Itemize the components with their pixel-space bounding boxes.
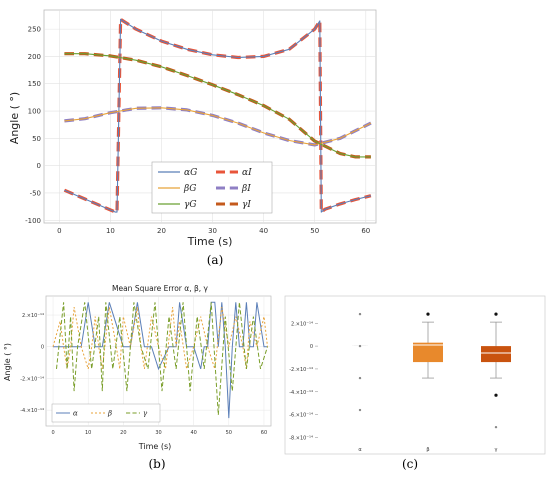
series-line-γG [64,53,371,158]
box-outlier-α [358,376,362,380]
series-line-βG [64,107,372,146]
panel-b-ytick-label: -2.×10⁻¹⁴ [20,376,44,382]
panel-b-ytick-label: 0 [41,345,44,351]
panel-c-x-ticks: α β γ [358,447,497,453]
panel-a-ytick-label: 200 [28,53,41,61]
series-line-β [52,307,268,370]
panel-b-chart: Mean Square Error α, β, γ 2.×10⁻¹⁴ 0 -2.×1… [3,284,272,471]
panel-c-y-ticks: 2.×10⁻¹⁴ 0 -2.×10⁻¹⁴ -4.×10⁻¹⁴ -6.×10⁻¹⁴ -8.×… [289,321,318,441]
panel-b-ytick-label: 2.×10⁻¹⁴ [22,313,44,319]
legend-label-γG: γG [184,200,197,210]
panel-b-xlabel: Time (s) [138,442,172,451]
panel-c-ytick-label: -6.×10⁻¹⁴ [289,413,313,419]
panel-c-chart: 2.×10⁻¹⁴ 0 -2.×10⁻¹⁴ -4.×10⁻¹⁴ -6.×10⁻¹⁴ -8.×… [284,295,546,471]
panel-a-ytick-label: 50 [32,135,41,143]
panel-b-xtick-label: 10 [85,430,91,436]
panel-c-boxes [345,312,511,429]
panel-b-ytick-label: -4.×10⁻¹⁴ [20,408,44,414]
panel-a-ytick-label: -50 [30,189,41,197]
panel-a-legend: αG αI βG βI γG γI [151,161,273,214]
panel-a-xtick-label: 60 [361,227,370,235]
box-outlier-β [426,312,430,316]
panel-a-ytick-label: 100 [28,108,41,116]
panel-b-legend: α β γ [51,403,161,423]
panel-a-x-ticks: 0 10 20 30 40 50 60 [57,227,370,235]
panel-c-frame [284,295,546,455]
panel-a-xtick-label: 30 [208,227,217,235]
panel-b-x-ticks: 0 10 20 30 40 50 60 [51,430,267,436]
panel-a-caption: (a) [207,253,224,267]
panel-a-xtick-label: 10 [106,227,115,235]
legend-label-βG: βG [183,184,196,194]
series-line-γ [56,302,268,415]
box-body-β [413,342,443,363]
box-outlier-α [358,312,362,316]
box-outlier-γ [494,393,498,397]
panel-b-title: Mean Square Error α, β, γ [112,284,209,293]
panel-b-xtick-label: 40 [190,430,196,436]
panel-b-y-ticks: 2.×10⁻¹⁴ 0 -2.×10⁻¹⁴ -4.×10⁻¹⁴ [20,313,44,414]
legend-label-γ: γ [143,410,148,418]
legend-label-α: α [73,410,78,418]
legend-label-β: β [107,410,112,418]
panel-b-xtick-label: 20 [120,430,126,436]
legend-label-γI: γI [242,200,251,210]
panel-a-ytick-label: 150 [28,80,41,88]
box-outlier-α [358,408,362,412]
panel-a-ytick-label: 0 [37,162,41,170]
panel-a-series [63,17,372,214]
panel-b-xtick-label: 0 [51,430,54,436]
panel-b-xtick-label: 60 [261,430,267,436]
panel-b-xtick-label: 30 [155,430,161,436]
panel-a-xtick-label: 0 [57,227,61,235]
box-outlier-α [358,344,362,348]
panel-a-xtick-label: 20 [157,227,166,235]
panel-a-y-ticks: -100 -50 0 50 100 150 200 250 [25,26,41,225]
series-line-αG [64,18,372,213]
panel-b-xtick-label: 50 [226,430,232,436]
panel-b-series [52,301,268,419]
panel-b-grid [46,296,271,426]
panel-c-ytick-label: 2.×10⁻¹⁴ [291,321,313,327]
panel-c-caption: (c) [402,457,418,471]
panel-c-ytick-label: -2.×10⁻¹⁴ [289,367,313,373]
legend-label-βI: βI [241,184,251,194]
panel-a-ylabel: Angle ( °) [8,92,21,144]
panel-c-xtick-label: γ [495,447,498,453]
panel-a-xtick-label: 40 [259,227,268,235]
panel-b-legend-box [51,403,161,423]
panel-a-xlabel: Time (s) [187,235,233,248]
box-outlier-γ [494,425,498,429]
panel-c-xtick-label: β [426,447,429,453]
legend-label-αG: αG [184,168,197,178]
panel-c-ytick-label: -8.×10⁻¹⁴ [289,435,313,441]
panel-c-ytick-label: -4.×10⁻¹⁴ [289,390,313,396]
panel-b-caption: (b) [148,457,165,471]
box-body-γ [481,346,511,363]
legend-label-αI: αI [242,168,252,178]
panel-a-ytick-label: -100 [25,217,41,225]
panel-a-chart: -100 -50 0 50 100 150 200 250 0 10 20 30 40 50 60 Ang… [8,9,377,267]
box-outlier-γ [494,312,498,316]
panel-b-ylabel: Angle ( °) [3,343,12,381]
panel-a-ytick-label: 250 [28,26,41,34]
panel-c-xtick-label: α [358,447,362,453]
panel-c-ytick-label: 0 [310,344,313,350]
panel-a-xtick-label: 50 [310,227,319,235]
